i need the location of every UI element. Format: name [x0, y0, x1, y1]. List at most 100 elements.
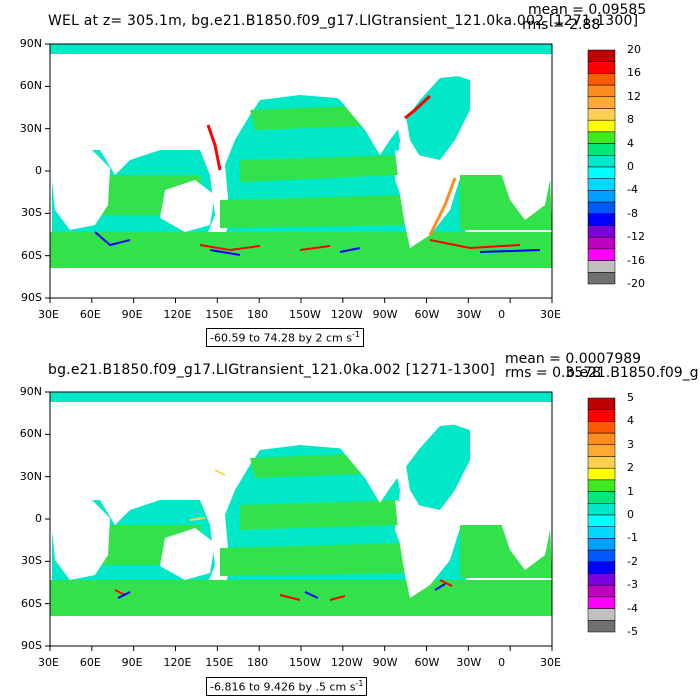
- top-land-north-america: [300, 55, 470, 155]
- axis-ticks: [45, 43, 553, 651]
- top-panel-title: WEL at z= 305.1m, bg.e21.B1850.f09_g17.L…: [48, 13, 639, 29]
- lat-tick-label: 30S: [21, 206, 42, 220]
- colorbar-swatch: [587, 561, 616, 574]
- lat-tick-label: 30N: [19, 121, 42, 135]
- colorbar-swatch: [587, 119, 616, 133]
- lon-tick-label: 150W: [289, 308, 321, 321]
- lat-tick-label: 30S: [21, 554, 42, 568]
- lon-tick-label: 150E: [205, 656, 234, 669]
- bottom-noise-red: [114, 579, 453, 601]
- top-kuroshio-current: [206, 124, 222, 171]
- colorbar-swatch: [587, 503, 616, 516]
- colorbar-label: 3: [627, 437, 634, 451]
- colorbars: [587, 49, 616, 633]
- bottom-land-asia: [50, 403, 260, 498]
- bottom-land-australia: [160, 528, 215, 580]
- top-land-australia: [160, 180, 215, 232]
- bottom-panel-title: bg.e21.B1850.f09_g17.LIGtransient_121.0k…: [48, 362, 496, 378]
- colorbar-swatch: [587, 538, 616, 551]
- bottom-noise-blue: [117, 583, 446, 599]
- lon-tick-label: 90W: [372, 308, 398, 321]
- colorbar-label: 1: [627, 484, 634, 498]
- colorbar-swatch: [587, 166, 616, 179]
- colorbar-swatch: [587, 397, 616, 410]
- bottom-rms-text: rms = 0.3578: [505, 365, 602, 381]
- lon-tick-label: 60W: [414, 656, 440, 669]
- colorbar-swatch: [587, 491, 616, 504]
- colorbar-label: 4: [627, 136, 634, 150]
- lon-tick-label: 30W: [456, 308, 482, 321]
- colorbar-label: -20: [627, 277, 645, 290]
- colorbar-label: -3: [627, 578, 638, 592]
- bottom-range-label: -6.816 to 9.426 by .5 cm s: [210, 680, 356, 694]
- top-land-africa-east: [495, 140, 552, 220]
- top-range-unit: -1: [351, 330, 360, 339]
- colorbar-label: -8: [627, 206, 638, 220]
- lon-tick-label: 180: [247, 656, 269, 669]
- bottom-overlap-text: b.e21.B1850.f09_g: [566, 365, 699, 381]
- bottom-green-band-south: [220, 543, 410, 576]
- bottom-green-band-tropical: [240, 500, 400, 530]
- colorbar-label: 16: [627, 66, 641, 80]
- colorbar-swatch: [587, 84, 616, 98]
- colorbar-label: 5: [627, 391, 634, 404]
- top-acc-noise-blue: [209, 247, 541, 256]
- top-land-south-america: [395, 150, 460, 248]
- colorbar-swatch: [587, 248, 616, 261]
- lon-tick-label: 60W: [414, 308, 440, 321]
- colorbar-swatch: [587, 479, 616, 492]
- colorbar-label: -12: [627, 230, 645, 244]
- top-green-band-south: [220, 195, 410, 228]
- lon-tick-label: 120W: [330, 656, 363, 669]
- colorbar-swatch: [587, 596, 616, 609]
- lon-tick-label: 180: [247, 308, 269, 321]
- top-land-antarctica: [50, 268, 552, 298]
- colorbar-swatch: [587, 467, 616, 481]
- colorbar-label: 0: [627, 508, 634, 521]
- colorbar-swatch: [587, 143, 616, 156]
- lat-tick-label: 60N: [19, 79, 42, 93]
- colorbar-swatch: [587, 131, 616, 144]
- bottom-mean-text: mean = 0.0007989: [505, 351, 642, 367]
- top-mean-text: mean = 0.09585: [528, 2, 647, 18]
- colorbar-label: 20: [627, 43, 641, 56]
- colorbar-swatch: [587, 620, 616, 633]
- colorbar-label: 12: [627, 89, 641, 103]
- lon-tick-label: 30E: [540, 308, 561, 321]
- colorbar-swatch: [587, 213, 616, 226]
- colorbar-label: 8: [627, 113, 634, 127]
- lat-tick-label: 0: [35, 512, 42, 525]
- colorbar-swatch: [587, 456, 616, 469]
- colorbar-label: -1: [627, 531, 638, 545]
- lon-tick-label: 60E: [79, 656, 101, 669]
- colorbar-swatch: [587, 514, 616, 527]
- lon-tick-label: 90E: [121, 656, 143, 669]
- lat-tick-label: 60S: [21, 596, 42, 610]
- colorbar-swatch: [587, 432, 616, 446]
- colorbar-swatch: [587, 178, 616, 191]
- colorbar-swatch: [587, 573, 616, 586]
- colorbar-swatch: [587, 61, 616, 74]
- lat-tick-label: 60N: [19, 427, 42, 441]
- bottom-southern-ocean: [50, 580, 552, 616]
- lat-tick-label: 90S: [21, 291, 42, 304]
- bottom-land-south-america: [395, 500, 460, 598]
- colorbar-swatch: [587, 96, 616, 109]
- colorbar-swatch: [587, 260, 616, 273]
- colorbar-swatch: [587, 409, 616, 422]
- bottom-land-africa: [52, 498, 110, 580]
- lat-tick-label: 30N: [19, 469, 42, 483]
- lon-tick-label: 30E: [540, 656, 561, 669]
- colorbar-label: -5: [627, 625, 638, 638]
- colorbar-label: -16: [627, 253, 645, 267]
- top-arctic-ocean: [50, 44, 552, 54]
- bottom-land-europe: [470, 403, 552, 508]
- colorbar-label: -4: [627, 601, 638, 615]
- bottom-arctic-ocean: [50, 392, 552, 402]
- lon-tick-label: 90W: [372, 656, 398, 669]
- colorbar-swatch: [587, 549, 616, 563]
- top-map: [49, 43, 553, 299]
- top-brazil-current: [428, 177, 457, 236]
- top-gulf-stream: [404, 94, 432, 120]
